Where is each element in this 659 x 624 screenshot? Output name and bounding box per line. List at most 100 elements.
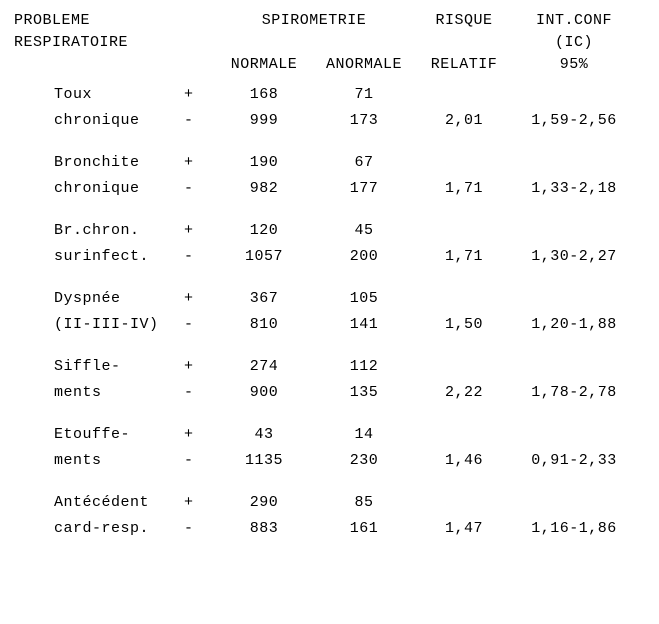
problem-label: surinfect.	[14, 244, 184, 270]
problem-label: Bronchite	[14, 150, 184, 176]
header-ic: INT.CONF (IC)	[514, 10, 634, 54]
table-row: surinfect.-10572001,711,30-2,27	[14, 244, 645, 270]
cell-normal: 367	[214, 286, 314, 312]
sign-minus: -	[184, 380, 214, 406]
cell-risk: 1,47	[414, 516, 514, 542]
cell-ic: 1,78-2,78	[514, 380, 634, 406]
table-row: Siffle-+274112	[14, 354, 645, 380]
cell-ic: 0,91-2,33	[514, 448, 634, 474]
table-row: (II-III-IV)-8101411,501,20-1,88	[14, 312, 645, 338]
problem-label: Siffle-	[14, 354, 184, 380]
cell-abnormal: 200	[314, 244, 414, 270]
sign-minus: -	[184, 108, 214, 134]
cell-risk: 1,71	[414, 176, 514, 202]
cell-normal: 290	[214, 490, 314, 516]
table-row: Dyspnée+367105	[14, 286, 645, 312]
problem-label: Antécédent	[14, 490, 184, 516]
sign-plus: +	[184, 490, 214, 516]
cell-abnormal: 161	[314, 516, 414, 542]
cell-abnormal: 112	[314, 354, 414, 380]
header-problem: PROBLEME RESPIRATOIRE	[14, 10, 184, 54]
header-risk-sub: RELATIF	[414, 54, 514, 76]
cell-abnormal: 85	[314, 490, 414, 516]
table-row: ments-9001352,221,78-2,78	[14, 380, 645, 406]
problem-label: Br.chron.	[14, 218, 184, 244]
cell-abnormal: 141	[314, 312, 414, 338]
sign-plus: +	[184, 422, 214, 448]
group-gap	[14, 406, 645, 422]
cell-risk: 1,50	[414, 312, 514, 338]
cell-ic: 1,33-2,18	[514, 176, 634, 202]
sign-minus: -	[184, 448, 214, 474]
problem-label: Etouffe-	[14, 422, 184, 448]
sign-minus: -	[184, 244, 214, 270]
problem-label: ments	[14, 380, 184, 406]
table-row: Br.chron.+12045	[14, 218, 645, 244]
table-row: Toux+16871	[14, 82, 645, 108]
problem-label: chronique	[14, 108, 184, 134]
cell-abnormal: 173	[314, 108, 414, 134]
table-row: Antécédent+29085	[14, 490, 645, 516]
cell-normal: 900	[214, 380, 314, 406]
table-row: Bronchite+19067	[14, 150, 645, 176]
sign-plus: +	[184, 218, 214, 244]
cell-normal: 982	[214, 176, 314, 202]
cell-abnormal: 135	[314, 380, 414, 406]
cell-ic: 1,59-2,56	[514, 108, 634, 134]
cell-risk: 1,71	[414, 244, 514, 270]
table-body: Toux+16871chronique-9991732,011,59-2,56B…	[14, 82, 645, 542]
sign-plus: +	[184, 286, 214, 312]
group-gap	[14, 474, 645, 490]
table-row: ments-11352301,460,91-2,33	[14, 448, 645, 474]
problem-label: chronique	[14, 176, 184, 202]
cell-abnormal: 14	[314, 422, 414, 448]
table-row: card-resp.-8831611,471,16-1,86	[14, 516, 645, 542]
group-gap	[14, 134, 645, 150]
cell-ic: 1,20-1,88	[514, 312, 634, 338]
header-risk: RISQUE	[414, 10, 514, 54]
problem-label: Toux	[14, 82, 184, 108]
cell-abnormal: 45	[314, 218, 414, 244]
group-gap	[14, 338, 645, 354]
cell-risk: 2,01	[414, 108, 514, 134]
table-row: chronique-9821771,711,33-2,18	[14, 176, 645, 202]
cell-abnormal: 67	[314, 150, 414, 176]
problem-label: card-resp.	[14, 516, 184, 542]
sign-minus: -	[184, 176, 214, 202]
header-spirometry: SPIROMETRIE	[214, 10, 414, 54]
table-row: chronique-9991732,011,59-2,56	[14, 108, 645, 134]
cell-ic: 1,30-2,27	[514, 244, 634, 270]
cell-normal: 883	[214, 516, 314, 542]
group-gap	[14, 270, 645, 286]
cell-risk: 2,22	[414, 380, 514, 406]
cell-normal: 999	[214, 108, 314, 134]
header-abnormal: ANORMALE	[314, 54, 414, 76]
group-gap	[14, 202, 645, 218]
cell-ic: 1,16-1,86	[514, 516, 634, 542]
sign-plus: +	[184, 150, 214, 176]
cell-abnormal: 230	[314, 448, 414, 474]
sign-plus: +	[184, 354, 214, 380]
table-row: Etouffe-+4314	[14, 422, 645, 448]
cell-risk: 1,46	[414, 448, 514, 474]
cell-normal: 274	[214, 354, 314, 380]
cell-normal: 1135	[214, 448, 314, 474]
header-ic-sub: 95%	[514, 54, 634, 76]
problem-label: (II-III-IV)	[14, 312, 184, 338]
cell-normal: 1057	[214, 244, 314, 270]
cell-abnormal: 71	[314, 82, 414, 108]
cell-normal: 810	[214, 312, 314, 338]
cell-abnormal: 105	[314, 286, 414, 312]
cell-normal: 120	[214, 218, 314, 244]
cell-abnormal: 177	[314, 176, 414, 202]
problem-label: ments	[14, 448, 184, 474]
sign-plus: +	[184, 82, 214, 108]
cell-normal: 190	[214, 150, 314, 176]
sign-minus: -	[184, 312, 214, 338]
cell-normal: 168	[214, 82, 314, 108]
sign-minus: -	[184, 516, 214, 542]
header-normal: NORMALE	[214, 54, 314, 76]
table-header-row-1: PROBLEME RESPIRATOIRE SPIROMETRIE RISQUE…	[14, 10, 645, 54]
problem-label: Dyspnée	[14, 286, 184, 312]
cell-normal: 43	[214, 422, 314, 448]
